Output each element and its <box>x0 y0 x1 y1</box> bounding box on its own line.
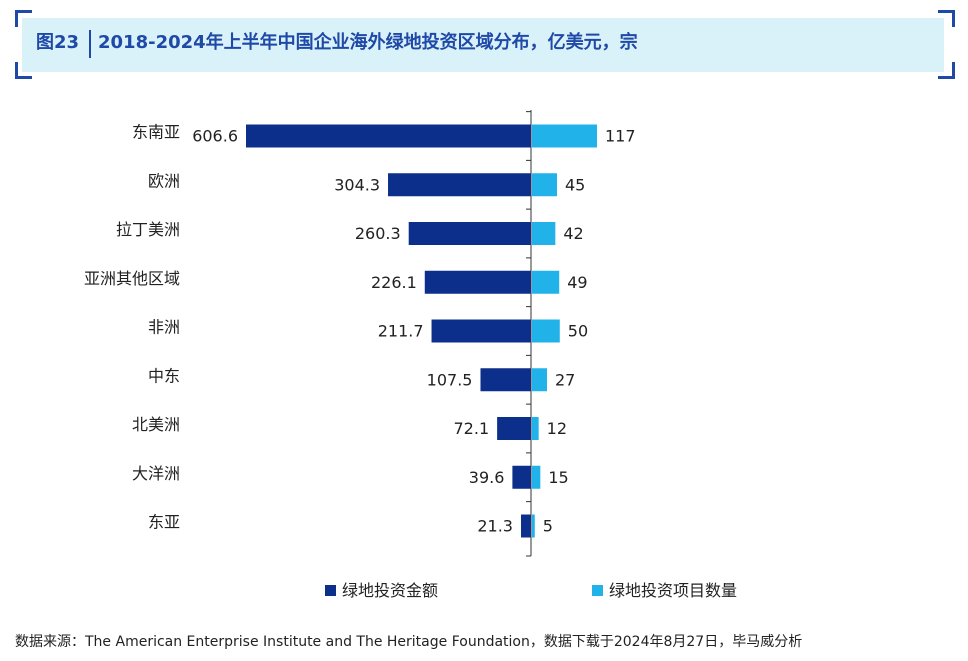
data-label-amount: 304.3 <box>334 175 380 194</box>
data-label-count: 12 <box>547 419 567 438</box>
category-label: 欧洲 <box>148 171 180 190</box>
category-label: 东亚 <box>148 513 180 532</box>
corner-bracket-top-right <box>938 10 955 27</box>
bar-count <box>532 319 560 343</box>
category-label: 拉丁美洲 <box>116 220 180 239</box>
data-label-count: 5 <box>543 517 553 536</box>
data-label-amount: 39.6 <box>469 468 505 487</box>
corner-bracket-top-left <box>15 10 32 27</box>
bar-amount <box>497 417 531 440</box>
bar-count <box>532 465 541 489</box>
bar-count <box>532 222 556 245</box>
data-label-count: 15 <box>548 468 568 487</box>
category-label: 亚洲其他区域 <box>84 269 180 288</box>
category-label: 东南亚 <box>132 123 180 142</box>
data-label-amount: 21.3 <box>477 517 513 536</box>
legend-swatch-amount <box>325 585 336 596</box>
bar-amount <box>388 173 531 197</box>
data-label-amount: 211.7 <box>378 322 424 341</box>
corner-bracket-bottom-left <box>15 62 32 79</box>
bar-amount <box>431 319 531 343</box>
bar-amount <box>424 270 531 294</box>
title-bar <box>22 18 944 72</box>
bar-amount <box>408 222 531 245</box>
data-label-count: 49 <box>567 273 587 292</box>
data-label-amount: 107.5 <box>427 370 473 389</box>
data-label-count: 117 <box>605 127 636 146</box>
legend-label-amount: 绿地投资金额 <box>342 581 439 600</box>
bar-count <box>532 124 597 148</box>
figure-label: 图23 <box>36 32 80 53</box>
bar-amount <box>512 465 531 489</box>
title-separator <box>89 30 91 58</box>
bar-amount <box>480 368 531 392</box>
source-note: 数据来源：The American Enterprise Institute a… <box>15 634 803 650</box>
category-label: 大洋洲 <box>132 464 180 483</box>
legend-swatch-count <box>592 585 603 596</box>
legend-item-amount: 绿地投资金额 <box>325 577 438 601</box>
bar-amount <box>246 124 531 148</box>
data-label-amount: 260.3 <box>355 224 401 243</box>
bar-count <box>532 514 535 538</box>
bar-amount <box>520 514 531 538</box>
corner-bracket-bottom-right <box>938 62 955 79</box>
data-label-count: 42 <box>563 224 583 243</box>
bar-count <box>532 417 539 440</box>
legend-label-count: 绿地投资项目数量 <box>609 581 738 600</box>
data-label-count: 50 <box>568 322 588 341</box>
legend-item-count: 绿地投资项目数量 <box>592 577 737 601</box>
category-label: 非洲 <box>148 318 180 337</box>
data-label-amount: 226.1 <box>371 273 417 292</box>
bar-count <box>532 270 560 294</box>
bar-count <box>532 173 557 197</box>
chart-title: 2018-2024年上半年中国企业海外绿地投资区域分布，亿美元，宗 <box>98 32 638 53</box>
data-label-amount: 72.1 <box>454 419 490 438</box>
data-label-count: 27 <box>555 370 575 389</box>
data-label-count: 45 <box>565 175 585 194</box>
bar-count <box>532 368 547 392</box>
category-label: 北美洲 <box>132 415 180 434</box>
data-label-amount: 606.6 <box>192 127 238 146</box>
category-label: 中东 <box>148 366 180 385</box>
